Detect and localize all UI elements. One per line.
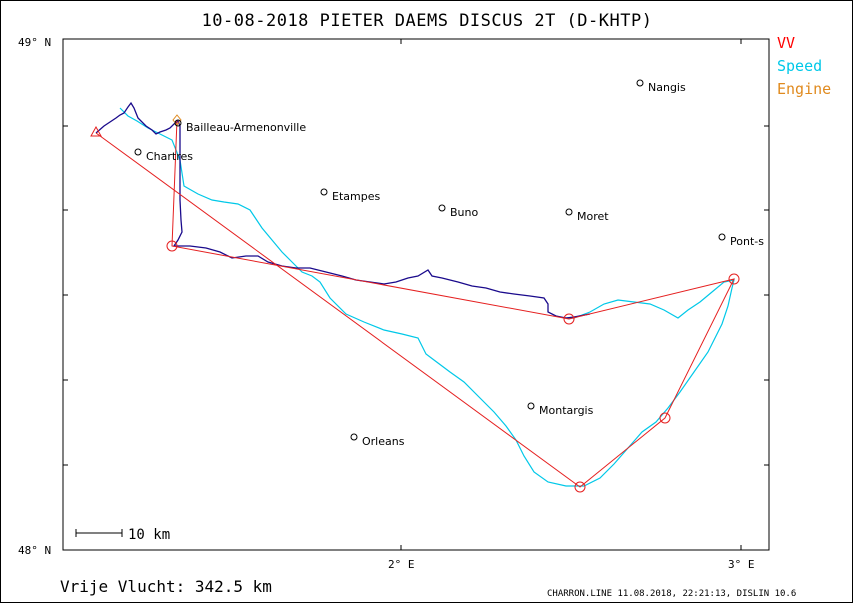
- town-dot-pont: [718, 233, 726, 241]
- town-label-nangis: Nangis: [648, 81, 686, 94]
- finish-marker: [172, 114, 182, 126]
- task-route: [90, 114, 740, 493]
- lat-label-bottom: 48° N: [18, 544, 51, 557]
- turnpoint-1: [574, 481, 586, 493]
- legend-vv: VV: [777, 34, 795, 52]
- turnpoint-3: [728, 273, 740, 285]
- turnpoint-4: [563, 313, 575, 325]
- town-dot-nangis: [636, 79, 644, 87]
- town-markers: [134, 79, 726, 441]
- town-dot-bailleau: [174, 119, 182, 127]
- credit-line: CHARRON.LINE 11.08.2018, 22:21:13, DISLI…: [547, 589, 796, 599]
- plot-area: [62, 38, 770, 551]
- town-dot-orleans: [350, 433, 358, 441]
- town-dot-buno: [438, 204, 446, 212]
- town-label-montargis: Montargis: [539, 404, 594, 417]
- legend-engine: Engine: [777, 80, 831, 98]
- lat-label-top: 49° N: [18, 36, 51, 49]
- start-marker: [90, 125, 102, 137]
- town-label-bailleau: Bailleau-Armenonville: [186, 121, 306, 134]
- lon-label-3e: 3° E: [728, 558, 755, 571]
- legend-speed: Speed: [777, 57, 822, 75]
- town-dot-etampes: [320, 188, 328, 196]
- lon-label-2e: 2° E: [388, 558, 415, 571]
- flight-title: 10-08-2018 PIETER DAEMS DISCUS 2T (D-KHT…: [202, 11, 653, 31]
- town-dot-moret: [565, 208, 573, 216]
- town-dot-montargis: [527, 402, 535, 410]
- scale-label: 10 km: [128, 527, 170, 543]
- turnpoint-5: [166, 240, 178, 252]
- town-label-etampes: Etampes: [332, 190, 380, 203]
- town-label-chartres: Chartres: [146, 150, 193, 163]
- town-label-orleans: Orleans: [362, 435, 405, 448]
- town-label-moret: Moret: [577, 210, 609, 223]
- speed-trace: [119, 107, 735, 487]
- axis-ticks: [63, 39, 769, 550]
- distance-summary: Vrije Vlucht: 342.5 km: [60, 577, 272, 596]
- town-label-buno: Buno: [450, 206, 478, 219]
- town-label-pont: Pont-s: [730, 235, 764, 248]
- flight-track: [95, 101, 591, 319]
- town-dot-chartres: [134, 148, 142, 156]
- turnpoint-2: [659, 412, 671, 424]
- scale-bar: [75, 529, 123, 537]
